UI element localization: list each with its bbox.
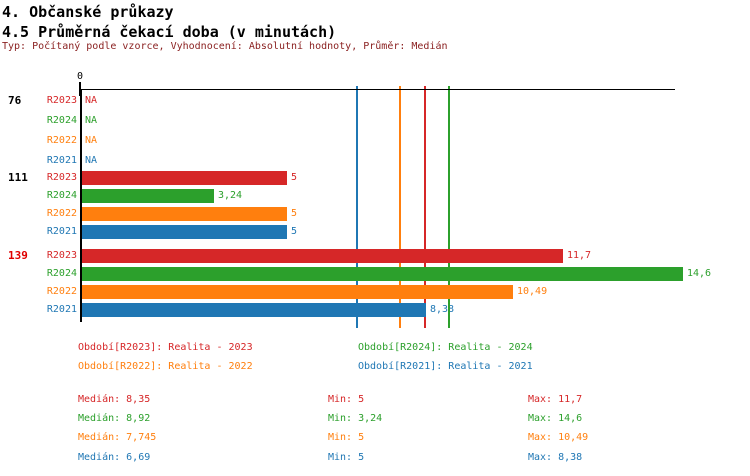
- bar-r2023: [81, 249, 563, 263]
- bar-value-label: 5: [291, 208, 298, 219]
- bar-value-label: NA: [85, 155, 98, 166]
- legend-item-r2021: Období[R2021]: Realita - 2021: [358, 361, 533, 372]
- chart-meta-line: Typ: Počítaný podle vzorce, Vyhodnocení:…: [2, 41, 448, 52]
- bar-r2024: [81, 189, 214, 203]
- stat-median-r2024: Medián: 8,92: [78, 413, 151, 424]
- median-line-r2023: [424, 86, 426, 328]
- median-line-r2022: [399, 86, 401, 328]
- bar-value-label: 8,38: [430, 304, 455, 315]
- stat-min-r2021: Min: 5: [328, 452, 365, 463]
- chart-row: R2022 10,49: [0, 283, 750, 301]
- stat-max-r2023: Max: 11,7: [528, 394, 583, 405]
- median-line-r2021: [356, 86, 358, 328]
- stat-max-r2022: Max: 10,49: [528, 432, 589, 443]
- bar-value-label: 5: [291, 172, 298, 183]
- chart-row: R2023 11,7: [0, 247, 750, 265]
- bar-value-label: NA: [85, 135, 98, 146]
- series-label: R2021: [46, 304, 77, 315]
- stat-min-r2022: Min: 5: [328, 432, 365, 443]
- series-label: R2023: [46, 95, 77, 106]
- bar-value-label: NA: [85, 95, 98, 106]
- series-label: R2022: [46, 286, 77, 297]
- series-label: R2023: [46, 172, 77, 183]
- chart-row: R2022 NA: [0, 131, 750, 151]
- y-axis-line: [80, 89, 82, 322]
- bar-r2021: [81, 225, 287, 239]
- bar-value-label: NA: [85, 115, 98, 126]
- stat-max-r2021: Max: 8,38: [528, 452, 583, 463]
- bar-value-label: 5: [291, 226, 298, 237]
- stat-min-r2024: Min: 3,24: [328, 413, 383, 424]
- bar-value-label: 3,24: [218, 190, 243, 201]
- chart-row: R2021 5: [0, 223, 750, 241]
- stat-median-r2022: Medián: 7,745: [78, 432, 157, 443]
- stat-median-r2023: Medián: 8,35: [78, 394, 151, 405]
- bar-group-139: 139 R2023 11,7 R2024 14,6 R2022 10,49 R2…: [0, 247, 750, 319]
- bar-value-label: 10,49: [517, 286, 548, 297]
- bar-group-76: 76 R2023 NA R2024 NA R2022 NA R2021 NA: [0, 91, 750, 171]
- chart-row: R2024 14,6: [0, 265, 750, 283]
- chart-row: R2021 NA: [0, 151, 750, 171]
- median-line-r2024: [448, 86, 450, 328]
- group-id-label: 139: [8, 249, 28, 262]
- group-id-label: 111: [8, 171, 28, 184]
- legend-item-r2023: Období[R2023]: Realita - 2023: [78, 342, 253, 353]
- group-id-label: 76: [8, 94, 22, 107]
- chart-row: R2023 NA: [0, 91, 750, 111]
- x-axis-zero-tick: [79, 82, 81, 96]
- series-label: R2022: [46, 135, 77, 146]
- bar-r2022: [81, 285, 513, 299]
- chart-row: R2022 5: [0, 205, 750, 223]
- x-axis-zero-label: 0: [76, 71, 84, 82]
- stat-max-r2024: Max: 14,6: [528, 413, 583, 424]
- chart-row: R2024 3,24: [0, 187, 750, 205]
- chart-row: R2024 NA: [0, 111, 750, 131]
- bar-value-label: 11,7: [567, 250, 592, 261]
- page-title: 4. Občanské průkazy: [2, 3, 174, 21]
- series-label: R2022: [46, 208, 77, 219]
- stat-median-r2021: Medián: 6,69: [78, 452, 151, 463]
- bar-value-label: 14,6: [687, 268, 712, 279]
- bar-r2023: [81, 171, 287, 185]
- bar-group-111: 111 R2023 5 R2024 3,24 R2022 5 R2021 5: [0, 169, 750, 241]
- legend-item-r2022: Období[R2022]: Realita - 2022: [78, 361, 253, 372]
- series-label: R2024: [46, 190, 77, 201]
- chart-row: R2021 8,38: [0, 301, 750, 319]
- legend-item-r2024: Období[R2024]: Realita - 2024: [358, 342, 533, 353]
- stat-min-r2023: Min: 5: [328, 394, 365, 405]
- series-label: R2021: [46, 155, 77, 166]
- chart-subtitle: 4.5 Průměrná čekací doba (v minutách): [2, 23, 337, 41]
- bar-r2021: [81, 303, 426, 317]
- x-axis-line: [80, 89, 675, 90]
- bar-r2022: [81, 207, 287, 221]
- series-label: R2024: [46, 268, 77, 279]
- bar-r2024: [81, 267, 683, 281]
- series-label: R2021: [46, 226, 77, 237]
- series-label: R2024: [46, 115, 77, 126]
- series-label: R2023: [46, 250, 77, 261]
- chart-row: R2023 5: [0, 169, 750, 187]
